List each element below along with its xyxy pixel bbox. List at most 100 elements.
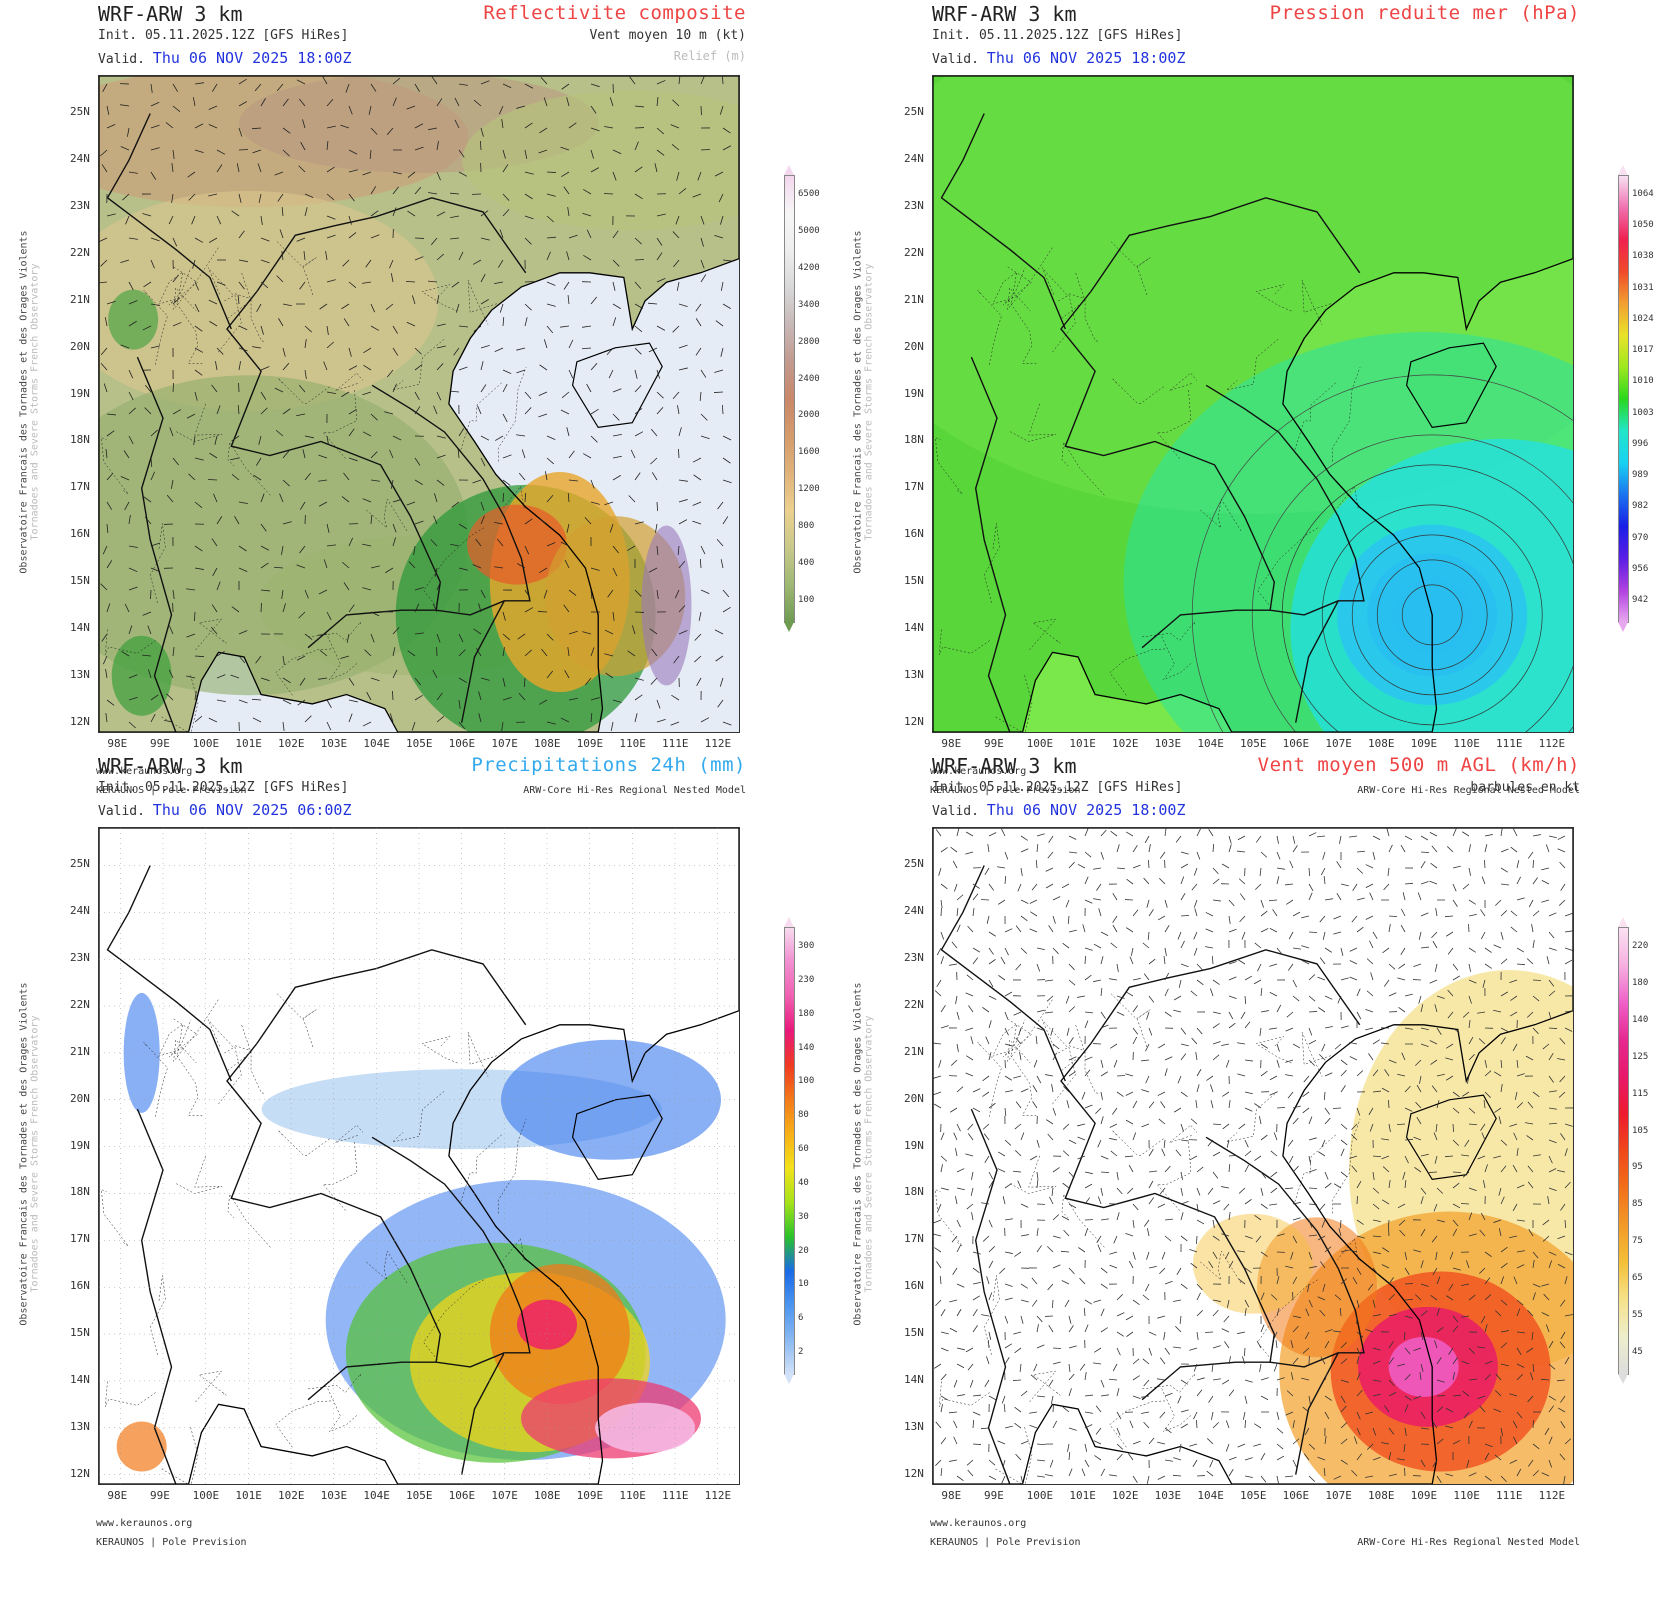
wind-barb: [1308, 1443, 1316, 1450]
wind-barb: [1228, 1260, 1234, 1269]
wind-barb: [1157, 1475, 1166, 1480]
province-border: [158, 271, 184, 305]
wind-barb: [341, 496, 350, 503]
wind-barb: [1228, 1456, 1237, 1461]
wind-barb: [1318, 1007, 1326, 1013]
province-border: [1331, 367, 1361, 462]
wind-barb: [1432, 940, 1438, 949]
wind-barb: [1302, 1091, 1310, 1098]
wind-barb: [1559, 1453, 1566, 1461]
colorbar: [784, 175, 795, 623]
lon-tick-label: 104E: [1197, 1489, 1224, 1502]
province-border: [227, 1193, 271, 1248]
wind-barb: [1132, 845, 1138, 853]
wind-barb: [1446, 846, 1454, 853]
wind-barb: [412, 295, 416, 305]
wind-barb: [1500, 931, 1504, 940]
wind-barb: [981, 1314, 990, 1317]
province-border: [467, 1032, 497, 1077]
wind-barb: [1308, 1475, 1316, 1482]
lon-tick-label: 98E: [941, 737, 962, 750]
province-border: [143, 1041, 168, 1117]
wind-barb: [1287, 1091, 1294, 1099]
wind-barb: [612, 455, 622, 459]
province-border: [1110, 241, 1151, 295]
wind-barb: [1276, 835, 1279, 844]
wind-barb: [1340, 1278, 1348, 1285]
wind-barb: [1260, 928, 1269, 933]
wind-barb: [1532, 910, 1540, 917]
wind-barb: [298, 611, 306, 619]
wind-barb: [1177, 1075, 1182, 1084]
wind-barb: [106, 523, 109, 533]
wind-barb: [1336, 861, 1342, 869]
wind-barb: [1480, 1212, 1486, 1221]
wind-barb: [238, 149, 249, 151]
wind-barb: [142, 325, 152, 331]
wind-barb: [1084, 828, 1089, 837]
wind-barb: [986, 1356, 990, 1365]
wind-barb: [1147, 931, 1150, 940]
wind-barb: [1212, 1041, 1221, 1045]
wind-barb: [1317, 835, 1326, 838]
wind-barb: [1333, 931, 1342, 935]
wind-barb: [1541, 867, 1550, 871]
wind-barb: [1146, 1251, 1150, 1260]
wind-barb: [322, 76, 328, 85]
wind-barb: [1462, 1011, 1470, 1018]
wind-barb: [1468, 1187, 1477, 1192]
province-border: [1061, 441, 1105, 496]
wind-barb: [1212, 1123, 1222, 1126]
wind-barb: [326, 721, 332, 731]
wind-barb: [1077, 1136, 1086, 1141]
wind-barb: [392, 171, 402, 175]
wind-barb: [940, 1187, 949, 1191]
wind-barb: [988, 1020, 992, 1029]
wind-barb: [1446, 1075, 1454, 1081]
wind-barb: [1004, 875, 1007, 885]
wind-barb: [604, 501, 614, 506]
coastline: [933, 76, 1573, 732]
wind-barb: [538, 391, 548, 397]
valid-datetime: Thu 06 NOV 2025 18:00Z: [152, 49, 352, 67]
wind-barb: [988, 1246, 995, 1253]
wind-barb: [1112, 1363, 1118, 1372]
wind-barb: [719, 677, 724, 687]
wind-barb: [1324, 947, 1332, 953]
wind-barb: [363, 364, 372, 371]
wind-barb: [1308, 1137, 1317, 1141]
wind-barb: [1148, 1027, 1153, 1036]
wind-barb: [1477, 1155, 1486, 1160]
wind-barb: [1237, 835, 1246, 841]
wind-barb: [1382, 947, 1390, 954]
wind-barb: [722, 127, 731, 134]
wind-barb: [1512, 1420, 1518, 1429]
wind-barb: [1548, 947, 1557, 951]
wind-barb: [209, 320, 218, 327]
wind-barb: [1557, 1170, 1566, 1173]
wind-barb: [1559, 861, 1566, 869]
wind-barb: [458, 83, 468, 86]
wind-barb: [150, 303, 160, 306]
wind-barb: [414, 123, 424, 129]
wind-barb: [348, 105, 353, 115]
wind-barb: [194, 369, 203, 376]
wind-barb: [1400, 924, 1406, 933]
wind-barb: [1516, 1411, 1523, 1419]
wind-barb: [1238, 1123, 1246, 1130]
wind-barb: [720, 347, 724, 357]
wind-barb: [1143, 1379, 1150, 1387]
wind-barb: [1289, 860, 1294, 869]
lon-tick-label: 98E: [107, 737, 128, 750]
wind-barb: [982, 1235, 990, 1242]
wind-barb: [340, 124, 350, 129]
wind-barb: [1368, 1107, 1374, 1116]
lat-tick-label: 21N: [904, 1044, 924, 1058]
wind-barb: [985, 1036, 990, 1045]
wind-barb: [1084, 955, 1086, 965]
wind-barb: [1468, 844, 1472, 853]
lat-tick-label: 14N: [904, 1372, 924, 1386]
wind-barb: [1259, 1363, 1262, 1372]
wind-barb: [494, 281, 504, 285]
wind-barb: [1226, 1299, 1230, 1308]
